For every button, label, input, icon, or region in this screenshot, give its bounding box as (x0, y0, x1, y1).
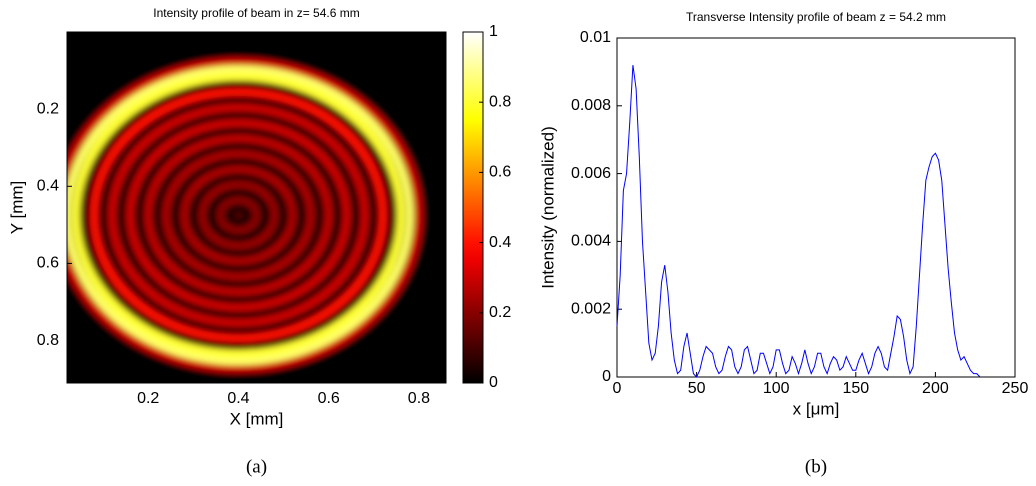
ring (144, 133, 333, 297)
colorbar-tick-label: 0.6 (489, 164, 511, 181)
y-tick-label: 0 (602, 368, 611, 385)
ring (67, 56, 424, 374)
ring (125, 118, 351, 312)
y-tick-label: 0.8 (37, 332, 59, 349)
y-tick-label: 0.004 (571, 233, 611, 250)
ring (162, 149, 315, 282)
axes-frame (66, 31, 447, 384)
x-tick-label: 200 (922, 380, 949, 397)
y-tick-label: 0.008 (571, 97, 611, 114)
y-tick-label: 0.2 (37, 100, 59, 117)
ring (216, 195, 261, 235)
x-tick-label: 150 (842, 380, 869, 397)
y-tick-label: 0.4 (37, 178, 59, 195)
colorbar-tick-label: 1 (489, 23, 498, 40)
panel-caption: (b) (805, 456, 827, 477)
x-tick-label: 0.4 (227, 390, 249, 407)
chart-title: Intensity profile of beam in z= 54.6 mm (153, 6, 359, 20)
x-tick-label: 50 (688, 380, 706, 397)
ring (233, 211, 243, 220)
y-axis-label: Intensity (normalized) (538, 126, 557, 289)
y-tick-label: 0.006 (571, 165, 611, 182)
ring (67, 64, 415, 366)
y-axis-label: Y [mm] (7, 181, 26, 235)
x-tick-label: 0 (613, 380, 622, 397)
x-axis-label: x [μm] (793, 399, 840, 418)
ring (153, 141, 324, 289)
axes-frame (616, 37, 1016, 378)
colorbar-tick-label: 0.2 (489, 304, 511, 321)
ring (107, 103, 369, 328)
x-tick-label: 0.2 (137, 390, 159, 407)
chart-title: Transverse Intensity profile of beam z =… (686, 10, 946, 24)
ring (98, 95, 378, 336)
ring (67, 49, 433, 382)
y-tick-label: 0.01 (580, 29, 611, 46)
x-tick-label: 0.6 (318, 390, 340, 407)
x-tick-label: 0.8 (408, 390, 430, 407)
y-tick-label: 0.6 (37, 255, 59, 272)
x-axis-label: X [mm] (230, 409, 284, 428)
x-tick-label: 250 (1002, 380, 1029, 397)
ring (180, 164, 297, 266)
ring (71, 72, 406, 359)
ring (135, 126, 342, 305)
y-tick-label: 0.002 (571, 300, 611, 317)
colorbar-tick-label: 0 (489, 374, 498, 391)
colorbar-tick-label: 0.4 (489, 234, 511, 251)
ring (189, 172, 288, 258)
ring (89, 87, 388, 343)
ring (207, 187, 270, 243)
colorbar (462, 31, 484, 384)
ring (198, 180, 279, 251)
ring (225, 203, 252, 228)
image-rings (67, 49, 433, 382)
colorbar-tick-label: 0.8 (489, 93, 511, 110)
ring (171, 157, 306, 274)
ring (80, 79, 397, 351)
image (67, 49, 433, 382)
x-tick-label: 100 (763, 380, 790, 397)
data-line (616, 65, 981, 378)
panel-caption: (a) (246, 456, 267, 477)
ring (116, 110, 360, 320)
